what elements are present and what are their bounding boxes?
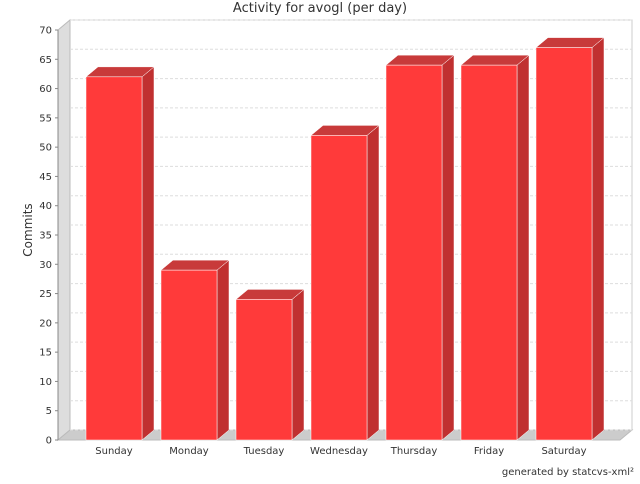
bar bbox=[535, 37, 605, 441]
y-tick-label: 10 bbox=[39, 377, 52, 388]
bar-top bbox=[160, 259, 230, 271]
bar bbox=[235, 288, 305, 441]
y-tick-label: 15 bbox=[39, 348, 52, 359]
bar bbox=[385, 54, 455, 441]
chart-title: Activity for avogl (per day) bbox=[233, 1, 407, 16]
y-tick-label: 65 bbox=[39, 55, 52, 66]
y-tick-label: 25 bbox=[39, 289, 52, 300]
bar bbox=[85, 66, 155, 441]
bar-side bbox=[366, 124, 380, 441]
y-tick-label: 50 bbox=[39, 143, 52, 154]
bar-front bbox=[310, 135, 368, 441]
bar bbox=[310, 124, 380, 441]
y-tick-label: 70 bbox=[39, 26, 52, 37]
y-tick-label: 0 bbox=[46, 436, 52, 447]
bar-side bbox=[516, 54, 530, 441]
bar-top bbox=[460, 54, 530, 66]
bar-top bbox=[85, 66, 155, 78]
x-tick-label: Tuesday bbox=[243, 446, 285, 457]
bar-side bbox=[216, 259, 230, 441]
y-tick-label: 35 bbox=[39, 231, 52, 242]
bar-top bbox=[385, 54, 455, 66]
x-tick-label: Saturday bbox=[541, 446, 586, 457]
bar-front bbox=[235, 299, 293, 441]
y-tick-label: 30 bbox=[39, 260, 52, 271]
footer: generated by statcvs-xml² bbox=[502, 467, 634, 478]
y-tick-label: 40 bbox=[39, 201, 52, 212]
y-tick-label: 55 bbox=[39, 113, 52, 124]
x-tick-label: Wednesday bbox=[310, 446, 368, 457]
bar bbox=[160, 259, 230, 441]
bar-front bbox=[160, 269, 218, 441]
bar-top bbox=[235, 289, 305, 300]
y-tick-label: 5 bbox=[46, 406, 52, 417]
left-wall bbox=[57, 18, 71, 442]
bar-side bbox=[591, 37, 605, 441]
x-tick-label: Friday bbox=[474, 446, 504, 457]
bar-side bbox=[141, 66, 155, 441]
y-tick-label: 45 bbox=[39, 172, 52, 183]
y-tick-label: 20 bbox=[39, 318, 52, 329]
bar-front bbox=[460, 64, 518, 441]
bar-front bbox=[385, 64, 443, 441]
bar-front bbox=[535, 47, 593, 441]
bar-top bbox=[310, 125, 380, 136]
y-axis-label: Commits bbox=[21, 203, 35, 256]
bar-side bbox=[441, 54, 455, 441]
bar-side bbox=[291, 288, 305, 441]
bar-top bbox=[535, 37, 605, 48]
x-tick-label: Thursday bbox=[390, 446, 438, 457]
y-tick-label: 60 bbox=[39, 84, 52, 95]
bar bbox=[460, 54, 530, 441]
x-tick-label: Sunday bbox=[95, 446, 132, 457]
bar-front bbox=[85, 76, 143, 441]
x-tick-label: Monday bbox=[169, 446, 209, 457]
